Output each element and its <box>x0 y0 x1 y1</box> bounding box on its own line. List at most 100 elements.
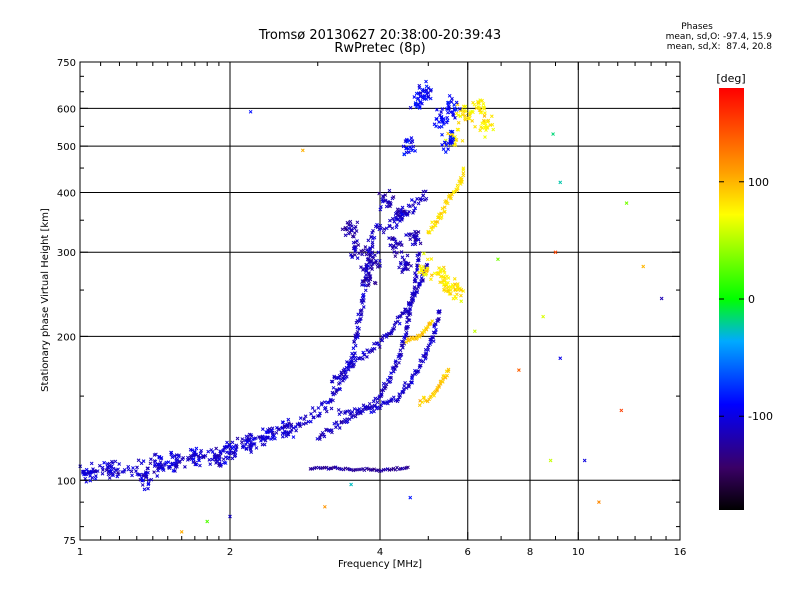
echo-point <box>360 252 365 257</box>
echo-point <box>244 442 248 447</box>
echo-point <box>334 420 339 425</box>
echo-point <box>443 140 447 145</box>
echo-point <box>461 173 466 178</box>
echo-point <box>216 453 221 458</box>
echo-point <box>369 259 374 264</box>
echo-point <box>439 215 444 220</box>
echo-point <box>387 188 392 193</box>
echo-point <box>384 204 389 209</box>
echo-point <box>365 466 369 471</box>
echo-point <box>353 246 357 251</box>
echo-point <box>361 357 365 361</box>
echo-point <box>291 435 296 439</box>
echo-point <box>245 440 250 444</box>
echo-point <box>298 424 303 429</box>
y-tick-labels: 75 100 200 300 400 500 600 750 <box>57 58 76 547</box>
echo-point <box>456 113 461 118</box>
echo-point <box>217 463 221 468</box>
echo-point <box>104 468 109 473</box>
echo-point <box>441 287 446 292</box>
echo-point <box>354 320 359 325</box>
echo-point <box>402 258 407 262</box>
echo-point <box>280 434 285 439</box>
echo-point <box>389 467 394 472</box>
echo-point <box>140 483 145 487</box>
y-tick-label: 100 <box>57 476 76 487</box>
echo-point <box>226 455 231 460</box>
echo-point <box>406 203 411 208</box>
echo-point <box>383 384 388 389</box>
echo-point <box>558 180 563 185</box>
echo-point <box>329 466 334 471</box>
echo-point <box>402 335 406 340</box>
echo-point <box>135 465 139 470</box>
echo-point <box>438 113 442 118</box>
chart-title: Tromsø 20130627 20:38:00-20:39:43 <box>258 28 502 43</box>
echo-point <box>136 458 141 463</box>
echo-point <box>437 125 442 129</box>
echo-point <box>450 282 455 287</box>
echo-point <box>360 282 364 287</box>
echo-point <box>397 321 402 326</box>
echo-point <box>367 257 371 262</box>
echo-point <box>342 367 347 371</box>
echo-point <box>377 191 381 196</box>
echo-point <box>459 299 464 304</box>
echo-point <box>400 217 404 222</box>
echo-point <box>225 450 229 455</box>
echo-point <box>414 231 419 235</box>
echo-point <box>431 335 435 339</box>
echo-point <box>153 462 157 467</box>
echo-point <box>355 325 360 330</box>
echo-point <box>97 463 102 468</box>
gridlines <box>80 62 680 540</box>
echo-point <box>201 455 206 460</box>
echo-point <box>83 471 88 476</box>
echo-point <box>480 98 484 103</box>
echo-point <box>301 422 306 426</box>
echo-point <box>400 255 405 260</box>
echo-point <box>353 224 358 229</box>
echo-point <box>426 91 431 95</box>
echo-point <box>417 251 422 255</box>
echo-point <box>445 115 450 120</box>
echo-point <box>456 120 461 125</box>
echo-point <box>339 410 343 415</box>
echo-point <box>452 102 456 107</box>
echo-point <box>392 219 397 224</box>
echo-point <box>445 274 449 279</box>
echo-point <box>393 360 398 365</box>
x-tick-label: 10 <box>572 547 585 558</box>
echo-point <box>433 330 438 335</box>
echo-point <box>285 423 290 427</box>
echo-point <box>156 468 160 473</box>
echo-point <box>472 102 477 107</box>
echo-point <box>440 377 445 381</box>
echo-point <box>426 345 430 350</box>
echo-point <box>337 426 342 430</box>
echo-point <box>453 189 458 194</box>
echo-point <box>347 417 352 421</box>
echo-point <box>366 238 371 243</box>
echo-point <box>439 211 443 216</box>
echo-point <box>403 381 407 385</box>
echo-point <box>353 343 358 348</box>
echo-point <box>404 340 409 345</box>
echo-point <box>262 442 267 447</box>
echo-point <box>270 426 275 431</box>
echo-point <box>471 110 475 115</box>
echo-point <box>455 183 460 188</box>
echo-point <box>401 267 406 271</box>
echo-point <box>434 327 438 332</box>
x-tick-label: 16 <box>674 547 687 558</box>
echo-point <box>254 446 259 450</box>
echo-point <box>367 406 371 411</box>
echo-point <box>390 216 395 221</box>
echo-point <box>356 312 361 317</box>
echo-point <box>105 462 110 466</box>
echo-point <box>207 458 212 462</box>
echo-point <box>410 380 415 385</box>
echo-point <box>429 340 433 345</box>
echo-point <box>249 440 253 445</box>
echo-point <box>105 465 110 470</box>
